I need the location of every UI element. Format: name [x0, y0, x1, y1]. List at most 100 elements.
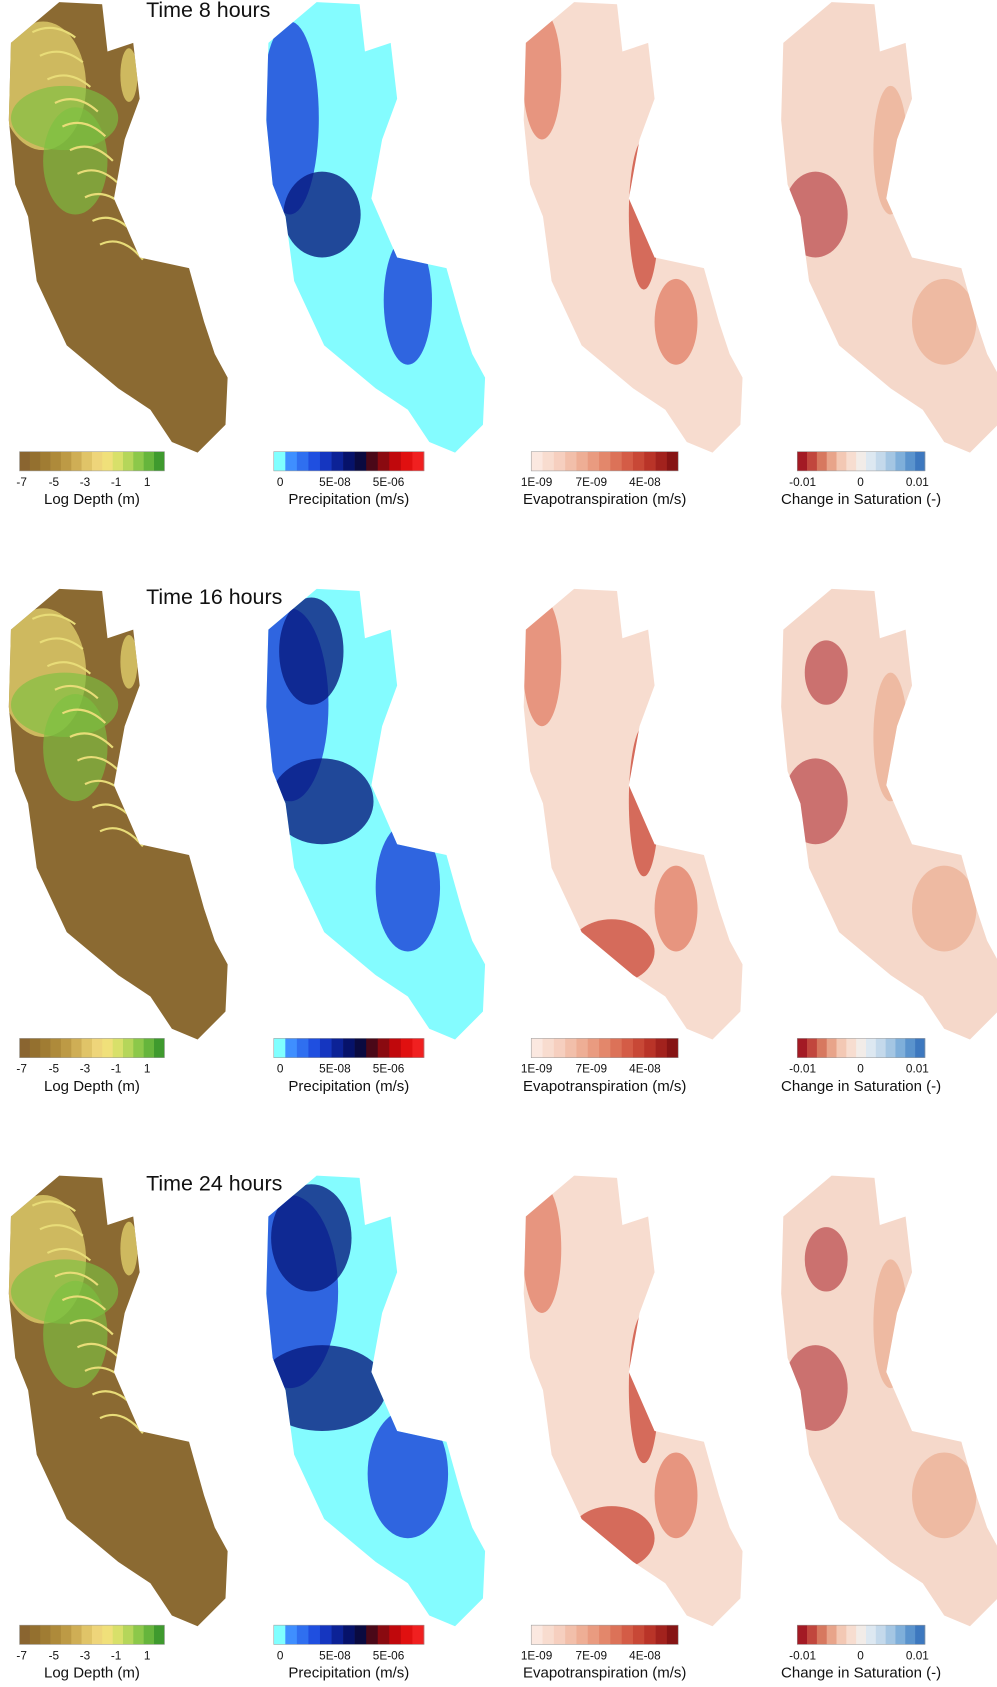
colorbar-cell	[343, 1625, 355, 1645]
time-label: Time 8 hours	[146, 0, 270, 22]
colorbar-tick-label: 0	[857, 1063, 864, 1076]
colorbar-cell	[826, 451, 837, 471]
colorbar-cell	[865, 451, 877, 471]
colorbar-cell	[81, 451, 93, 471]
river	[46, 74, 92, 88]
colorbar-cell	[143, 451, 155, 471]
colorbar-tick-label: 0.01	[906, 476, 929, 489]
map-patch	[912, 278, 977, 365]
colorbar-cell	[412, 1038, 425, 1058]
time-label: Time 16 hours	[146, 585, 282, 609]
map-patch	[367, 1409, 449, 1539]
colorbar-cell	[816, 1038, 828, 1058]
colorbar-cell	[377, 451, 390, 471]
river	[61, 121, 107, 138]
colorbar-cell	[885, 1625, 896, 1645]
colorbar-tick-label: 5E-08	[319, 1649, 351, 1662]
colorbar-cell	[644, 1625, 656, 1645]
colorbar-cell	[846, 1625, 857, 1645]
colorbar-cell	[576, 1625, 589, 1645]
map-patch	[270, 758, 374, 845]
colorbar-cell	[285, 1625, 298, 1645]
colorbar-cell	[576, 451, 589, 471]
map-patch	[783, 1345, 848, 1431]
colorbar-cell	[143, 1038, 155, 1058]
colorbar-tick-label: 0	[857, 476, 864, 489]
river	[69, 1319, 114, 1336]
colorbar-tick-label: 4E-08	[629, 476, 661, 489]
map-patch	[568, 1506, 655, 1571]
colorbar-cell	[71, 1625, 82, 1645]
colorbar-cell	[599, 1625, 611, 1645]
colorbar-tick-label: -0.01	[789, 1063, 816, 1076]
colorbar-cell	[389, 1038, 402, 1058]
colorbar-tick-label: 5E-06	[373, 1063, 405, 1076]
colorbar-tick-label: 0	[277, 1649, 284, 1662]
colorbar-cell	[112, 1038, 124, 1058]
colorbar-cell	[400, 451, 413, 471]
river	[61, 708, 107, 724]
colorbar-cell	[846, 1038, 857, 1058]
colorbar-tick-label: 7E-09	[576, 476, 607, 489]
colorbar-cell	[915, 1625, 926, 1645]
map-patch	[266, 21, 319, 215]
colorbar-cell	[154, 451, 165, 471]
map-patch	[120, 48, 138, 102]
colorbar-tick-label: 5E-08	[319, 1063, 351, 1076]
map-patch	[120, 1221, 138, 1276]
colorbar-cell	[655, 1038, 668, 1058]
colorbar-cell	[553, 1038, 566, 1058]
colorbar-label: Change in Saturation (-)	[781, 1665, 941, 1682]
colorbar-cell	[542, 1625, 555, 1645]
map-patch	[523, 1184, 562, 1313]
colorbar-cell	[400, 1625, 413, 1645]
colorbar-frame	[273, 1624, 425, 1645]
colorbar-cell	[587, 451, 600, 471]
colorbar-tick-label: -3	[80, 1063, 91, 1076]
colorbar-cell	[587, 1038, 600, 1058]
map-patch	[628, 139, 659, 290]
colorbar-cell	[91, 1038, 103, 1058]
map	[266, 588, 486, 1040]
colorbar-cell	[400, 1038, 413, 1058]
colorbar-cell	[666, 1038, 679, 1058]
colorbar-frame	[19, 451, 165, 472]
colorbar-cell	[542, 1038, 555, 1058]
colorbar-cell	[895, 1625, 906, 1645]
colorbar-cell	[143, 1625, 155, 1645]
colorbar-label: Evapotranspiration (m/s)	[523, 1078, 686, 1095]
colorbar-cell	[565, 1625, 577, 1645]
colorbar-tick-label: 0.01	[906, 1649, 929, 1662]
time-label: Time 24 hours	[146, 1172, 282, 1196]
colorbar-cell	[836, 1625, 847, 1645]
colorbar-label: Evapotranspiration (m/s)	[523, 491, 686, 508]
colorbar-tick-label: -5	[49, 476, 60, 489]
colorbar-tick-label: -7	[16, 1063, 26, 1076]
colorbar-cell	[905, 1625, 916, 1645]
colorbar-cell	[610, 451, 622, 471]
colorbar-tick-label: -3	[80, 1649, 91, 1662]
river	[69, 145, 114, 162]
colorbar-frame	[796, 1624, 926, 1645]
river	[31, 26, 76, 39]
colorbar-cell	[632, 1625, 645, 1645]
colorbar-cell	[40, 1038, 51, 1058]
map	[266, 1175, 486, 1627]
colorbar-cell	[905, 1038, 916, 1058]
colorbar-cell	[366, 1038, 379, 1058]
map-patch	[568, 919, 655, 984]
map-detail	[8, 1194, 144, 1434]
colorbar-cell	[50, 1038, 62, 1058]
colorbar-cell	[366, 451, 379, 471]
colorbar-label: Change in Saturation (-)	[781, 491, 941, 508]
colorbar-cell	[319, 1038, 332, 1058]
colorbar-cell	[102, 1625, 113, 1645]
map-patch	[375, 822, 441, 952]
colorbar-cell	[846, 451, 857, 471]
colorbar-tick-label: -5	[49, 1649, 60, 1662]
river	[76, 1342, 122, 1360]
colorbar-cell	[389, 451, 402, 471]
colorbar-tick-label: 1E-09	[521, 1063, 552, 1076]
colorbar-label: Change in Saturation (-)	[781, 1078, 941, 1095]
river	[46, 661, 92, 675]
